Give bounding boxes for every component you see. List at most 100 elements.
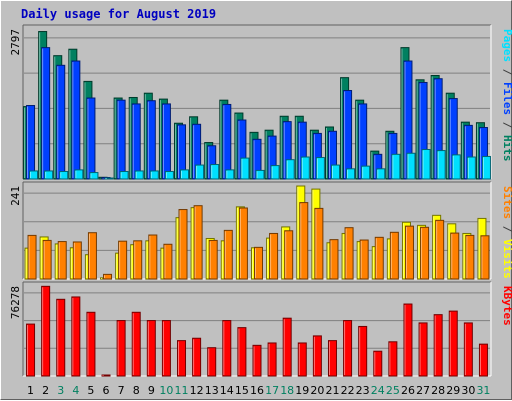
bar-pages-day-1: [29, 170, 39, 180]
bar-sites-day-5: [87, 232, 97, 280]
bar-pages-day-7: [119, 170, 129, 180]
panel-visits-sites: 241 Sites / Visits: [9, 181, 512, 280]
bar-sites-day-15: [238, 207, 248, 280]
day-label-14: 14: [220, 384, 234, 397]
panel-hits-files-pages: 2797 Pages / Files / Hits: [9, 24, 512, 180]
bar-kbytes-day-31: [478, 343, 488, 377]
axis-max-label: 241: [9, 186, 22, 206]
side-legend: Pages / Files / Hits: [501, 29, 512, 162]
bar-sites-day-12: [193, 205, 203, 280]
bar-pages-day-26: [406, 152, 416, 180]
legend-entry: /: [501, 62, 512, 82]
bar-sites-day-7: [118, 240, 128, 280]
legend-entry: Hits: [501, 135, 512, 162]
bar-pages-day-27: [421, 149, 431, 180]
bar-pages-day-11: [180, 169, 190, 180]
bar-kbytes-day-20: [312, 335, 322, 377]
legend-entry: Sites: [501, 186, 512, 219]
day-label-27: 27: [416, 384, 430, 397]
day-label-30: 30: [461, 384, 475, 397]
day-label-22: 22: [341, 384, 355, 397]
bar-kbytes-day-5: [86, 311, 96, 377]
bar-sites-day-22: [344, 227, 354, 280]
bar-pages-day-6: [104, 177, 114, 180]
bar-kbytes-day-13: [207, 347, 217, 377]
bar-sites-day-18: [284, 230, 294, 280]
bar-pages-day-5: [89, 172, 99, 180]
day-label-28: 28: [431, 384, 445, 397]
bar-pages-day-15: [240, 157, 250, 180]
bar-kbytes-day-10: [161, 320, 171, 377]
bar-kbytes-day-29: [448, 310, 458, 377]
bar-sites-day-16: [254, 246, 263, 280]
bar-pages-day-21: [330, 164, 340, 180]
bar-pages-day-30: [466, 156, 476, 180]
day-label-2: 2: [42, 384, 49, 397]
legend-entry: KBytes: [501, 286, 512, 326]
bar-kbytes-day-22: [343, 320, 353, 377]
legend-entry: /: [501, 219, 512, 239]
bar-kbytes-day-24: [373, 350, 383, 377]
legend-entry: /: [501, 115, 512, 135]
bar-kbytes-day-2: [41, 285, 51, 377]
bar-kbytes-day-23: [358, 325, 368, 377]
day-label-1: 1: [27, 384, 34, 397]
bar-pages-day-8: [134, 170, 144, 180]
chart-title: Daily usage for August 2019: [21, 7, 216, 21]
bar-sites-day-8: [133, 240, 143, 280]
day-label-15: 15: [235, 384, 249, 397]
bar-pages-day-18: [285, 159, 295, 180]
day-label-4: 4: [72, 384, 79, 397]
day-label-16: 16: [250, 384, 264, 397]
bar-sites-day-31: [480, 235, 490, 280]
side-legend: Sites / Visits: [501, 186, 512, 279]
bar-kbytes-day-14: [222, 320, 232, 377]
bar-sites-day-30: [465, 234, 475, 280]
day-label-29: 29: [446, 384, 460, 397]
bar-sites-day-10: [163, 243, 173, 280]
day-label-9: 9: [148, 384, 155, 397]
bar-kbytes-day-16: [252, 344, 262, 377]
day-label-3: 3: [57, 384, 64, 397]
bar-pages-day-17: [270, 165, 280, 180]
bar-pages-day-19: [300, 156, 310, 180]
bar-pages-day-20: [315, 157, 325, 180]
bar-kbytes-day-27: [418, 322, 428, 377]
bar-pages-day-9: [149, 170, 159, 180]
bar-kbytes-day-11: [177, 340, 187, 377]
day-label-19: 19: [295, 384, 309, 397]
bar-kbytes-day-8: [131, 311, 141, 377]
day-label-17: 17: [265, 384, 279, 397]
bar-sites-day-2: [42, 239, 52, 280]
axis-max-label: 76278: [9, 286, 22, 319]
legend-entry: Files: [501, 82, 512, 115]
day-label-20: 20: [310, 384, 324, 397]
bar-pages-day-29: [451, 154, 461, 180]
day-label-13: 13: [205, 384, 219, 397]
legend-entry: Pages: [501, 29, 512, 62]
side-legend: KBytes: [501, 286, 512, 326]
bar-pages-day-12: [195, 164, 205, 180]
bar-kbytes-day-7: [116, 320, 126, 377]
bar-kbytes-day-4: [71, 296, 81, 377]
bar-kbytes-day-17: [267, 342, 277, 377]
day-label-10: 10: [159, 384, 173, 397]
bar-sites-day-29: [450, 232, 460, 280]
bar-kbytes-day-18: [282, 317, 292, 377]
day-label-6: 6: [103, 384, 110, 397]
day-label-12: 12: [190, 384, 204, 397]
bar-kbytes-day-19: [297, 342, 307, 377]
bar-kbytes-day-26: [403, 303, 413, 377]
day-label-23: 23: [356, 384, 370, 397]
bar-sites-day-1: [27, 234, 37, 280]
bar-sites-day-25: [389, 231, 399, 280]
axis-max-label: 2797: [9, 29, 22, 56]
bar-pages-day-31: [481, 155, 491, 180]
bar-sites-day-21: [329, 239, 339, 280]
bar-kbytes-day-1: [26, 323, 36, 377]
bar-pages-day-14: [225, 169, 235, 180]
bar-sites-day-27: [420, 226, 430, 280]
day-label-18: 18: [280, 384, 294, 397]
